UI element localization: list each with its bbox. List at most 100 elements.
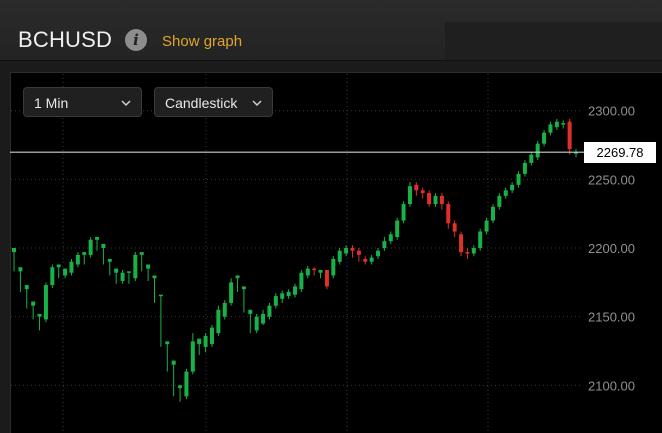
candle-body bbox=[299, 272, 304, 290]
candle-body bbox=[241, 286, 246, 290]
candle-body bbox=[490, 206, 495, 221]
candle-body bbox=[446, 204, 451, 224]
chart-grid bbox=[11, 74, 580, 432]
candle-body bbox=[63, 268, 68, 276]
candle-body bbox=[554, 121, 559, 128]
candle-body bbox=[216, 309, 221, 334]
candle-body bbox=[190, 341, 195, 372]
y-axis-ticks: 2300.00 2250.00 2200.00 2150.00 2100.00 bbox=[588, 104, 635, 394]
candle-body bbox=[484, 220, 489, 232]
chevron-down-icon bbox=[252, 100, 262, 107]
candle-body bbox=[229, 282, 234, 303]
header-right-panel bbox=[445, 22, 662, 60]
candle-body bbox=[324, 269, 329, 287]
candle-body bbox=[344, 248, 349, 254]
candle-body bbox=[427, 193, 432, 205]
candle-body bbox=[69, 261, 74, 273]
candle-body bbox=[209, 327, 214, 345]
candle-body bbox=[184, 371, 189, 397]
candle-body bbox=[305, 268, 310, 276]
candle-body bbox=[337, 250, 342, 262]
candle-body bbox=[401, 204, 406, 221]
candle-body bbox=[286, 291, 291, 297]
candle-body bbox=[75, 254, 80, 265]
show-graph-link[interactable]: Show graph bbox=[162, 33, 243, 50]
candle-body bbox=[273, 296, 278, 306]
candle-body bbox=[158, 294, 163, 297]
candle-body bbox=[382, 241, 387, 249]
candle-body bbox=[152, 275, 157, 279]
candle-body bbox=[107, 258, 112, 262]
candle-body bbox=[318, 269, 323, 273]
candle-body bbox=[574, 152, 578, 154]
candle-body bbox=[133, 254, 138, 279]
header-bar: BCHUSD i Show graph bbox=[0, 0, 662, 61]
candle-body bbox=[452, 223, 457, 232]
candle-body bbox=[433, 195, 438, 205]
candle-body bbox=[312, 268, 317, 271]
candle-body bbox=[293, 286, 297, 295]
candle-body bbox=[31, 301, 36, 306]
candle-body bbox=[203, 335, 208, 347]
candle-body bbox=[510, 184, 515, 191]
candle-body bbox=[235, 275, 240, 279]
candle-body bbox=[101, 243, 106, 249]
interval-select[interactable]: 1 Min bbox=[23, 87, 142, 117]
candle-body bbox=[50, 267, 55, 286]
candle-body bbox=[248, 309, 253, 314]
candle-body bbox=[548, 124, 553, 133]
candle-body bbox=[363, 258, 368, 262]
chevron-down-icon bbox=[121, 100, 131, 107]
candle-body bbox=[165, 341, 170, 345]
candle-body bbox=[88, 239, 93, 255]
candle-body bbox=[542, 132, 547, 144]
candle-body bbox=[414, 184, 419, 191]
y-tick-label: 2200.00 bbox=[588, 241, 635, 256]
candle-body bbox=[535, 143, 540, 158]
candle-body bbox=[37, 313, 42, 317]
candle-body bbox=[497, 195, 502, 207]
candle-body bbox=[82, 252, 87, 255]
candle-body bbox=[178, 385, 183, 389]
candle-body bbox=[222, 302, 227, 317]
candle-body bbox=[267, 305, 272, 317]
candle-body bbox=[388, 234, 393, 242]
candle-body bbox=[522, 162, 527, 174]
candle-body bbox=[356, 250, 361, 255]
candle-body bbox=[439, 195, 444, 205]
candle-body bbox=[139, 252, 144, 255]
candle-body bbox=[254, 316, 259, 331]
candle-body bbox=[120, 272, 125, 281]
candle-body bbox=[146, 264, 151, 269]
candle-body bbox=[95, 237, 100, 240]
y-tick-label: 2300.00 bbox=[588, 104, 635, 119]
candle-body bbox=[331, 258, 336, 276]
candle-body bbox=[56, 264, 61, 268]
candle-body bbox=[529, 154, 534, 163]
y-tick-label: 2150.00 bbox=[588, 310, 635, 325]
chart-type-value: Candlestick bbox=[165, 95, 238, 111]
candle-body bbox=[43, 285, 48, 320]
chart-type-select[interactable]: Candlestick bbox=[154, 87, 273, 117]
candle-body bbox=[516, 173, 521, 185]
candle-body bbox=[420, 190, 425, 194]
candle-body bbox=[114, 268, 119, 273]
candle-body bbox=[503, 190, 508, 196]
candle-body bbox=[407, 186, 412, 205]
candle-body bbox=[18, 267, 23, 272]
candle-body bbox=[171, 360, 176, 365]
candle-body bbox=[350, 248, 355, 251]
candle-body bbox=[459, 234, 464, 253]
y-tick-label: 2100.00 bbox=[588, 378, 635, 393]
candle-body bbox=[197, 338, 202, 345]
candle-body bbox=[12, 248, 16, 253]
candle-body bbox=[567, 121, 572, 150]
y-tick-label: 2250.00 bbox=[588, 172, 635, 187]
interval-value: 1 Min bbox=[34, 95, 69, 111]
chart-area[interactable] bbox=[10, 72, 662, 433]
info-icon[interactable]: i bbox=[125, 29, 147, 51]
candles-group bbox=[12, 118, 578, 402]
candle-body bbox=[465, 252, 470, 254]
candle-body bbox=[126, 271, 131, 273]
